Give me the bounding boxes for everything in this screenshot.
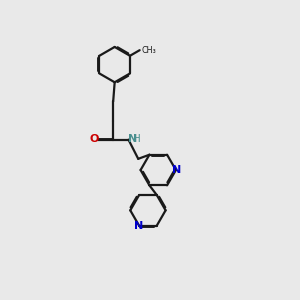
Text: N: N xyxy=(134,221,143,231)
Text: CH₃: CH₃ xyxy=(141,46,156,55)
Text: O: O xyxy=(89,134,99,144)
Text: H: H xyxy=(134,134,141,143)
Text: N: N xyxy=(128,134,137,143)
Text: N: N xyxy=(172,165,182,175)
